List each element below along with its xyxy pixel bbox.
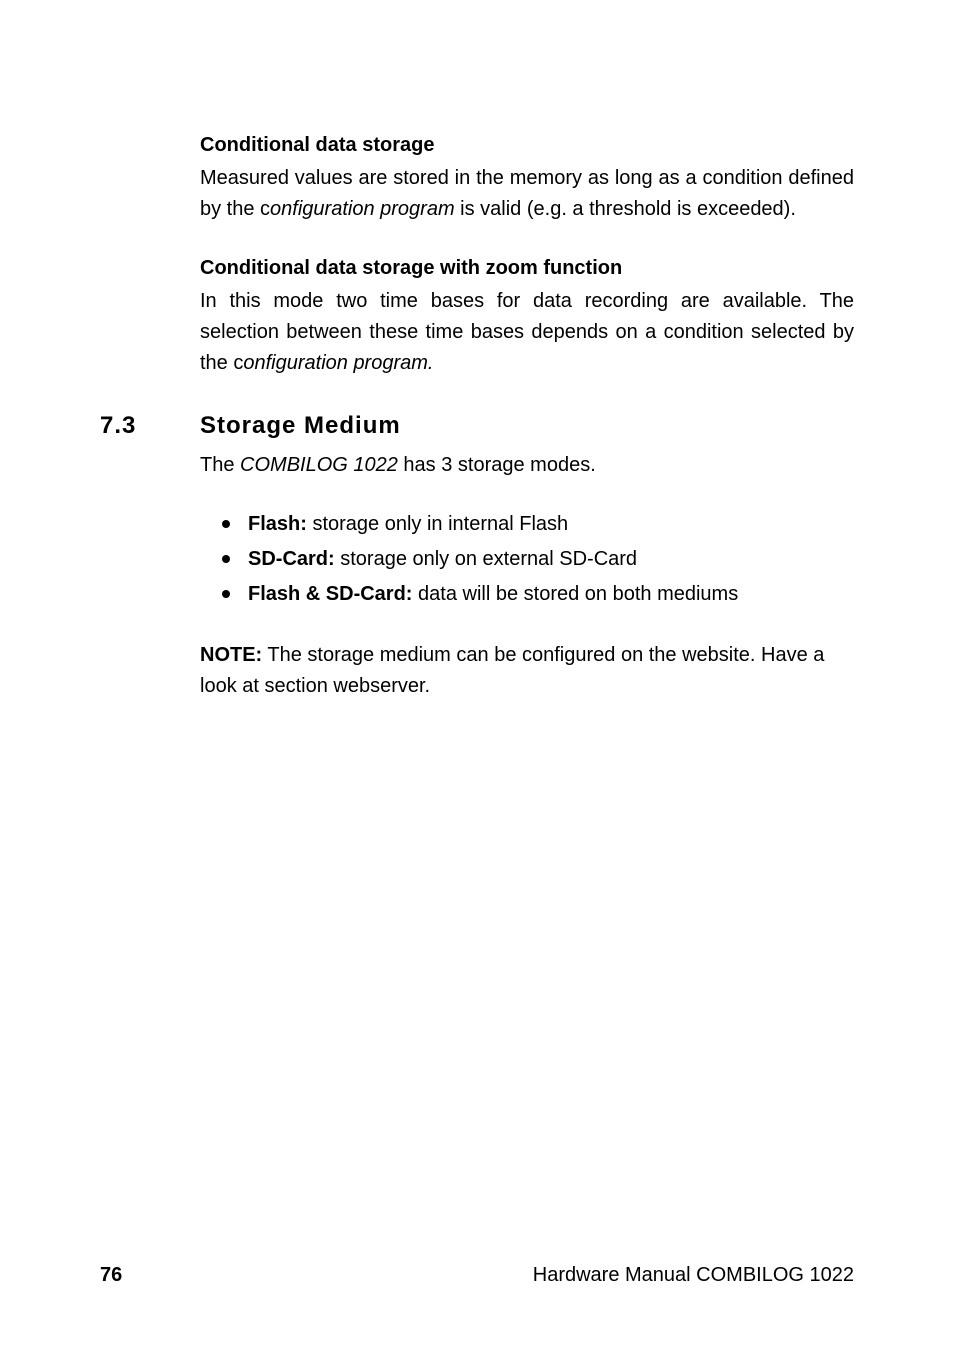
bullet-label: Flash & SD-Card: <box>248 583 412 605</box>
note-paragraph: NOTE: The storage medium can be configur… <box>200 640 854 702</box>
bullet-list: Flash: storage only in internal Flash SD… <box>222 509 854 610</box>
bullet-desc: data will be stored on both mediums <box>412 583 738 605</box>
bullet-label: SD-Card: <box>248 548 335 570</box>
footer-doc-title: Hardware Manual COMBILOG 1022 <box>533 1260 854 1291</box>
text: has 3 storage modes. <box>398 454 596 476</box>
page-footer: 76 Hardware Manual COMBILOG 1022 <box>100 1260 854 1291</box>
text: The <box>200 454 240 476</box>
bullet-desc: storage only in internal Flash <box>307 513 568 535</box>
section-number: 7.3 <box>100 407 200 444</box>
bullet-label: Flash: <box>248 513 307 535</box>
text-italic: onfiguration program. <box>243 352 433 374</box>
text-italic: onfiguration program <box>270 198 455 220</box>
page: Conditional data storage Measured values… <box>0 0 954 1351</box>
para-conditional-storage: Measured values are stored in the memory… <box>200 163 854 225</box>
bullet-desc: storage only on external SD-Card <box>335 548 637 570</box>
heading-conditional-storage: Conditional data storage <box>200 130 854 161</box>
section-heading-row: 7.3 Storage Medium <box>100 407 854 444</box>
list-item: Flash & SD-Card: data will be stored on … <box>222 579 854 610</box>
text: is valid (e.g. a threshold is exceeded). <box>455 198 796 220</box>
section-content: The COMBILOG 1022 has 3 storage modes. F… <box>200 450 854 702</box>
body-content: Conditional data storage Measured values… <box>200 130 854 379</box>
heading-conditional-zoom: Conditional data storage with zoom funct… <box>200 253 854 284</box>
section-intro: The COMBILOG 1022 has 3 storage modes. <box>200 450 854 481</box>
list-item: SD-Card: storage only on external SD-Car… <box>222 544 854 575</box>
note-label: NOTE: <box>200 644 262 666</box>
text-italic: COMBILOG 1022 <box>240 454 398 476</box>
section-title: Storage Medium <box>200 407 401 444</box>
note-text: The storage medium can be configured on … <box>200 644 824 697</box>
list-item: Flash: storage only in internal Flash <box>222 509 854 540</box>
page-number: 76 <box>100 1260 122 1291</box>
para-conditional-zoom: In this mode two time bases for data rec… <box>200 286 854 379</box>
